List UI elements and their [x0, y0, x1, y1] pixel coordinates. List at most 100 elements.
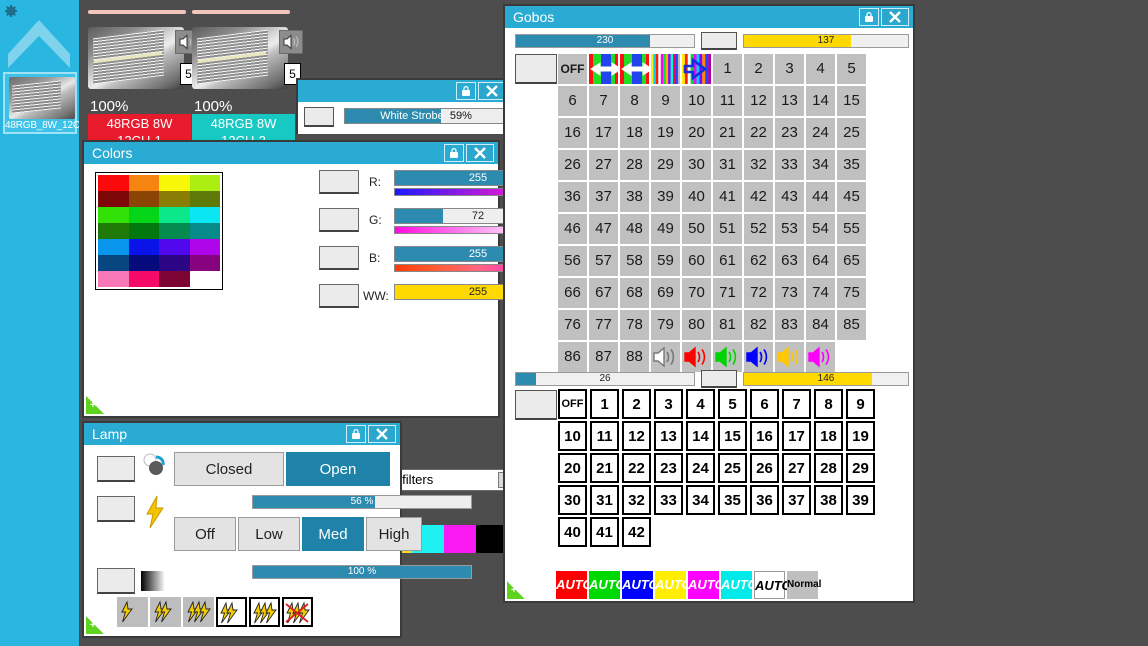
gobo-bottom-button[interactable] [701, 370, 737, 388]
channel-button[interactable] [319, 170, 359, 194]
gobo-cell[interactable]: 21 [590, 453, 619, 483]
gobo-cell[interactable]: 45 [837, 182, 866, 212]
gobo-cell[interactable]: 71 [713, 278, 742, 308]
gobo-cell[interactable]: 19 [846, 421, 875, 451]
gobo-cell[interactable]: 86 [558, 342, 587, 372]
palette-swatch[interactable] [128, 223, 159, 239]
color-stripes-gobo-icon[interactable] [651, 54, 680, 84]
preset-swatch[interactable] [476, 525, 508, 553]
gobo-cell[interactable]: 2 [622, 389, 651, 419]
gobo-cell[interactable]: 84 [806, 310, 835, 340]
gobo-cell[interactable]: 11 [713, 86, 742, 116]
gobo-cell[interactable]: 53 [775, 214, 804, 244]
gobo-cell[interactable]: 8 [814, 389, 843, 419]
gobo-cell[interactable]: 60 [682, 246, 711, 276]
gobo-cell[interactable]: 56 [558, 246, 587, 276]
ww-channel-button[interactable] [319, 284, 359, 308]
gobo-cell[interactable]: 79 [651, 310, 680, 340]
gobo-cell[interactable]: 42 [622, 517, 651, 547]
gobo-cell[interactable]: 13 [654, 421, 683, 451]
palette-swatch[interactable] [98, 239, 129, 255]
palette-swatch[interactable] [98, 271, 129, 287]
auto-mode-button[interactable]: Normal [787, 571, 821, 599]
gobo-cell[interactable]: 40 [558, 517, 587, 547]
gobo-cell[interactable]: 35 [718, 485, 747, 515]
gobo-cell[interactable]: 35 [837, 150, 866, 180]
gobo-cell[interactable]: 33 [775, 150, 804, 180]
gobo-cell-off[interactable]: OFF [558, 54, 587, 84]
gobo-cell[interactable]: 1 [713, 54, 742, 84]
palette-swatch[interactable] [189, 239, 220, 255]
window-titlebar[interactable]: Lamp [84, 423, 400, 445]
gobo-cell[interactable]: 67 [589, 278, 618, 308]
palette-swatch[interactable] [98, 191, 129, 207]
gobo-cell[interactable]: 24 [806, 118, 835, 148]
palette-swatch[interactable] [128, 271, 159, 287]
palette-swatch[interactable] [189, 175, 220, 191]
gobo-cell[interactable]: 14 [686, 421, 715, 451]
gobo-cell[interactable]: 15 [837, 86, 866, 116]
gobo-top-preview-button[interactable] [515, 54, 557, 84]
auto-mode-button[interactable]: AUTO [688, 571, 725, 599]
power-button-high[interactable]: High [366, 517, 422, 551]
gobo-cell[interactable]: 63 [775, 246, 804, 276]
power-button-med[interactable]: Med [302, 517, 364, 551]
arrows-in-out-gobo-icon[interactable] [620, 54, 649, 84]
lightning-bolt-icon[interactable] [282, 597, 313, 627]
sound-active-icon[interactable] [806, 342, 835, 372]
palette-swatch[interactable] [98, 175, 129, 191]
gobo-cell[interactable]: 33 [654, 485, 683, 515]
gobo-cell[interactable]: 4 [686, 389, 715, 419]
gobo-cell[interactable]: 12 [744, 86, 773, 116]
palette-swatch[interactable] [159, 223, 190, 239]
shutter-open-button[interactable]: Open [286, 452, 390, 486]
lock-icon[interactable] [859, 8, 879, 26]
gobo-cell[interactable]: 66 [558, 278, 587, 308]
gobo-cell[interactable]: 4 [806, 54, 835, 84]
window-titlebar[interactable] [298, 80, 510, 102]
gobo-cell[interactable]: 18 [620, 118, 649, 148]
palette-swatch[interactable] [159, 207, 190, 223]
gobo-cell[interactable]: 74 [806, 278, 835, 308]
gobo-cell[interactable]: 27 [589, 150, 618, 180]
gobo-cell[interactable]: 9 [846, 389, 875, 419]
gobo-cell[interactable]: 44 [806, 182, 835, 212]
preset-swatch[interactable] [444, 525, 476, 553]
lightning-bolt-icon[interactable] [216, 597, 247, 627]
lightning-bolt-icon[interactable] [150, 597, 181, 627]
gobo-cell[interactable]: 23 [654, 453, 683, 483]
gobo-cell[interactable]: 59 [651, 246, 680, 276]
shutter-channel-button[interactable] [97, 456, 135, 482]
palette-swatch[interactable] [189, 191, 220, 207]
channel-button[interactable] [319, 246, 359, 270]
palette-swatch[interactable] [128, 191, 159, 207]
gobo-cell[interactable]: 13 [775, 86, 804, 116]
gobo-slider-bottom[interactable]: 26 [515, 372, 695, 386]
palette-swatch[interactable] [159, 255, 190, 271]
gobo-cell[interactable]: 3 [775, 54, 804, 84]
gobo-cell[interactable]: 70 [682, 278, 711, 308]
sound-active-icon[interactable] [713, 342, 742, 372]
auto-mode-button[interactable]: AUTO [622, 571, 659, 599]
blue-arrow-gobo-icon[interactable] [682, 54, 711, 84]
auto-mode-button[interactable]: AUTO [556, 571, 593, 599]
gobo-cell[interactable]: 30 [682, 150, 711, 180]
gobo-cell[interactable]: 27 [782, 453, 811, 483]
color-palette-grid[interactable] [95, 172, 223, 290]
gobo-cell[interactable]: 29 [651, 150, 680, 180]
gobo-cell[interactable]: 6 [750, 389, 779, 419]
arrows-in-out-gobo-icon[interactable] [589, 54, 618, 84]
lock-icon[interactable] [346, 425, 366, 443]
gobo-cell[interactable]: 41 [713, 182, 742, 212]
gobo-slider-top-yellow[interactable]: 137 [743, 34, 909, 48]
close-icon[interactable] [368, 425, 396, 443]
palette-swatch[interactable] [159, 175, 190, 191]
gobo-cell[interactable]: 41 [590, 517, 619, 547]
gobo-cell[interactable]: 8 [620, 86, 649, 116]
close-icon[interactable] [466, 144, 494, 162]
gobo-cell[interactable]: 28 [620, 150, 649, 180]
gobo-bottom-preview-button[interactable] [515, 390, 557, 420]
gobo-cell[interactable]: 26 [558, 150, 587, 180]
palette-swatch[interactable] [159, 271, 190, 287]
gobo-cell[interactable]: 88 [620, 342, 649, 372]
